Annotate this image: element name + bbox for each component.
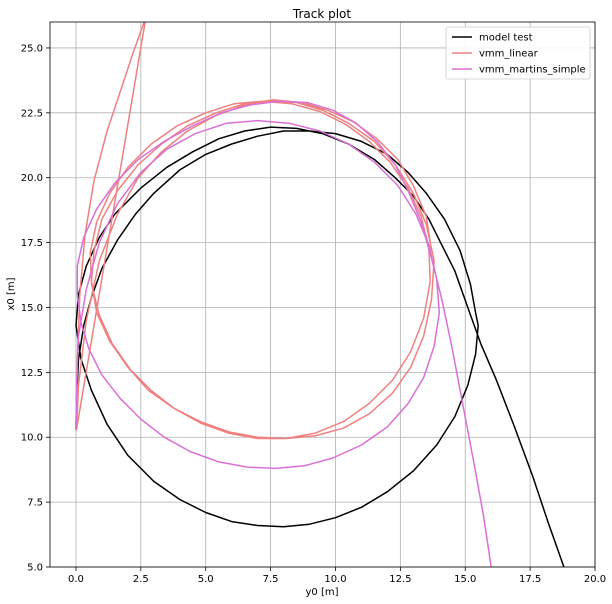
y-tick-label: 12.5 xyxy=(21,368,43,379)
y-tick-label: 25.0 xyxy=(21,43,43,54)
x-tick-label: 10.0 xyxy=(324,574,346,585)
y-tick-label: 17.5 xyxy=(21,238,43,249)
x-tick-label: 0.0 xyxy=(68,574,84,585)
axis-ticks: 0.0 2.5 5.0 7.5 10.0 12.5 15.0 17.5 20.0 5.0 7.5 10… xyxy=(21,43,606,585)
legend: model test vmm_linear vmm_martins_simple xyxy=(445,26,591,80)
series-lines xyxy=(75,22,565,567)
y-tick-label: 20.0 xyxy=(21,173,43,184)
plot-area-frame xyxy=(49,21,596,568)
y-tick-label: 5.0 xyxy=(27,563,43,574)
x-tick-label: 5.0 xyxy=(198,574,214,585)
x-tick-label: 2.5 xyxy=(133,574,149,585)
x-tick-label: 7.5 xyxy=(263,574,279,585)
y-tick-label: 7.5 xyxy=(27,498,43,509)
x-tick-label: 15.0 xyxy=(454,574,476,585)
chart-title: Track plot xyxy=(292,7,352,21)
legend-box xyxy=(445,26,591,80)
series-line-vmm-martins-simple xyxy=(75,100,492,567)
series-line-vmm-linear xyxy=(75,22,435,440)
legend-label: model test xyxy=(479,33,533,44)
x-tick-label: 17.5 xyxy=(519,574,541,585)
y-tick-label: 15.0 xyxy=(21,303,43,314)
x-tick-label: 12.5 xyxy=(389,574,411,585)
legend-label: vmm_linear xyxy=(479,49,539,60)
y-axis-label: x0 [m] xyxy=(6,277,17,310)
y-tick-label: 22.5 xyxy=(21,108,43,119)
series-line-model-test xyxy=(75,126,565,567)
y-tick-label: 10.0 xyxy=(21,433,43,444)
x-tick-label: 20.0 xyxy=(584,574,606,585)
x-axis-label: y0 [m] xyxy=(305,587,338,598)
legend-label: vmm_martins_simple xyxy=(479,65,586,76)
